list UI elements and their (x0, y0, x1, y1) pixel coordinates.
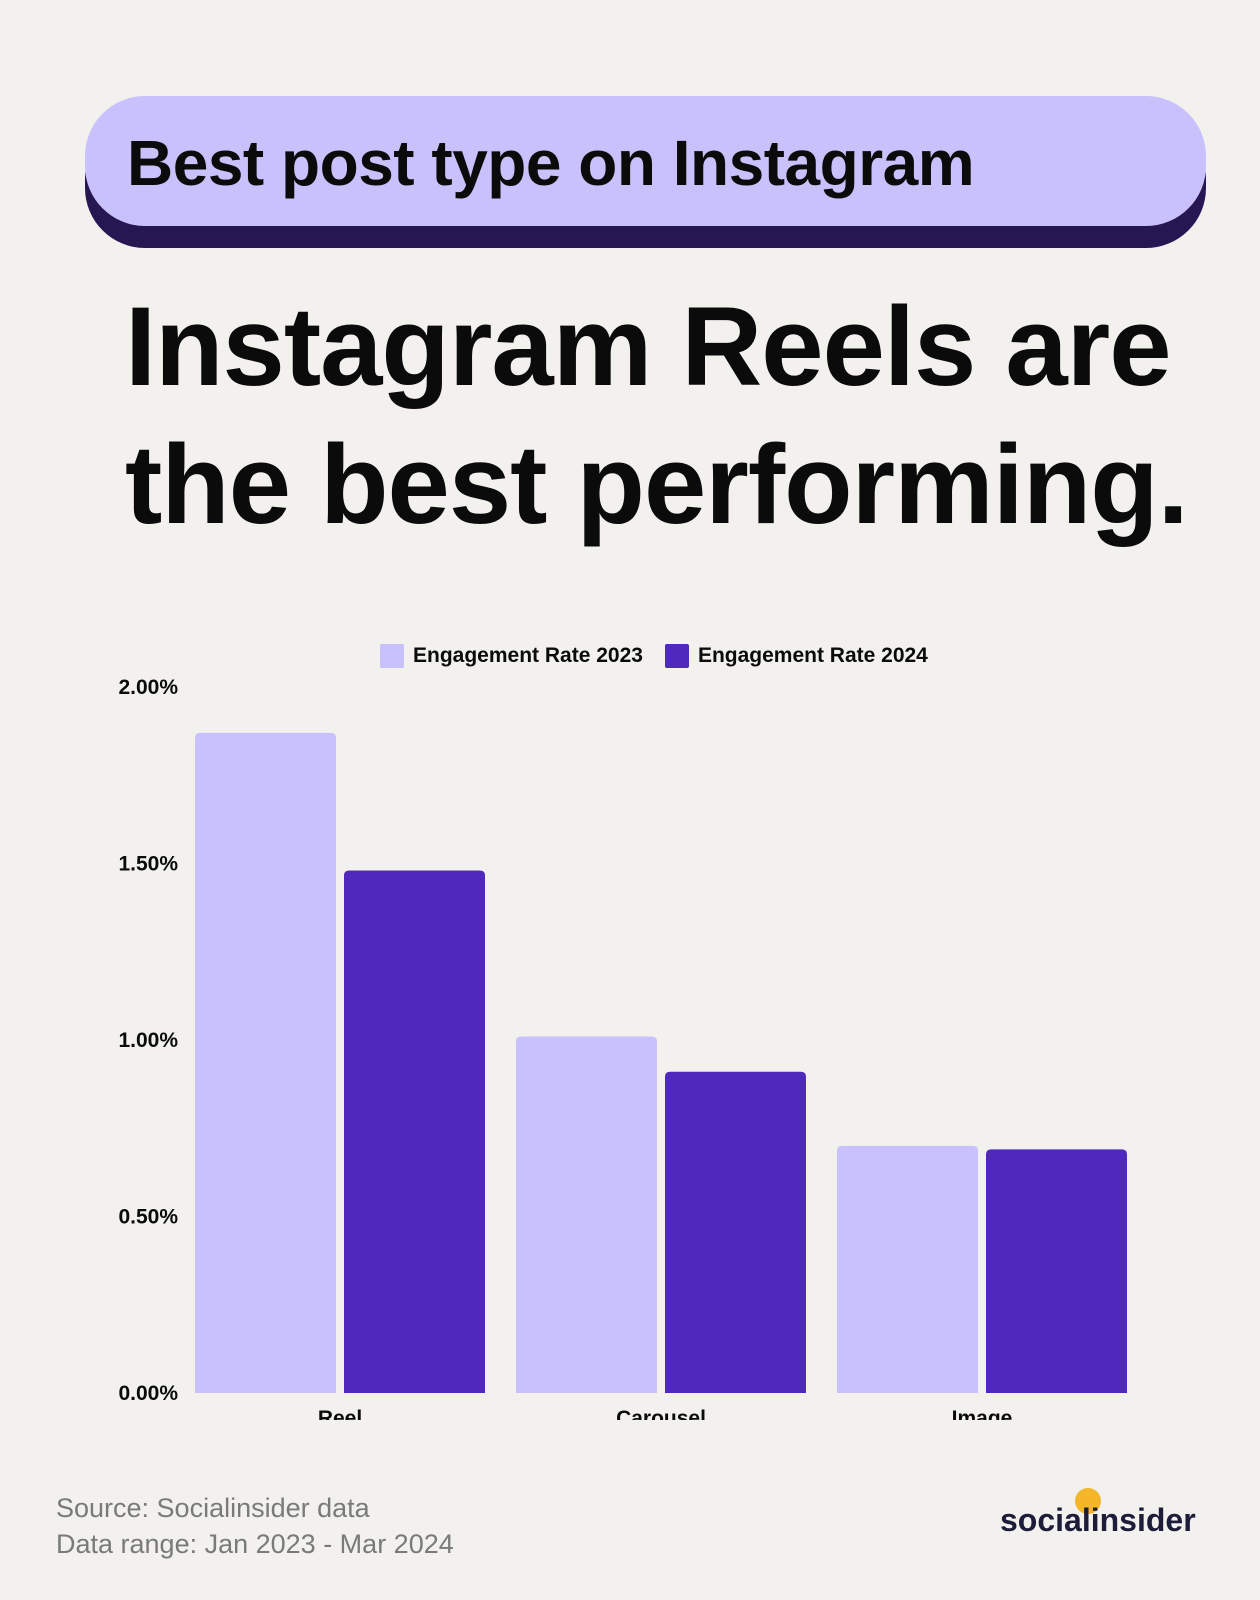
legend-label-2023: Engagement Rate 2023 (413, 644, 643, 667)
source-line: Source: Socialinsider data (56, 1493, 370, 1523)
chart-legend: Engagement Rate 2023 Engagement Rate 202… (380, 644, 950, 668)
legend-swatch-2023 (380, 644, 404, 668)
brand-logo: socialinsider (1000, 1488, 1196, 1539)
x-tick-label: Image (952, 1407, 1013, 1420)
x-tick-label: Reel (318, 1407, 362, 1420)
legend-swatch-2024 (664, 644, 689, 668)
x-tick-label: Carousel (616, 1407, 706, 1420)
header-pill-label: Best post type on Instagram (127, 127, 975, 199)
bar-reel-2024 (344, 870, 485, 1393)
source-note: Source: Socialinsider data Data range: J… (56, 1490, 454, 1562)
y-tick-label: 0.50% (118, 1206, 178, 1229)
y-tick-label: 0.00% (118, 1382, 178, 1405)
headline: Instagram Reels are the best performing. (125, 278, 1235, 554)
bar-image-2023 (837, 1145, 978, 1393)
headline-line-2: the best performing. (125, 422, 1189, 547)
y-tick-label: 1.50% (118, 853, 178, 876)
bar-reel-2023 (195, 732, 336, 1393)
header-pill: Best post type on Instagram (85, 96, 1206, 248)
legend-item-2023: Engagement Rate 2023 (380, 644, 643, 668)
y-tick-label: 2.00% (118, 676, 178, 699)
y-tick-label: 1.00% (118, 1029, 178, 1052)
brand-logo-text: socialinsider (1000, 1502, 1196, 1538)
bar-carousel-2023 (516, 1036, 657, 1393)
bar-image-2024 (986, 1149, 1127, 1393)
bar-chart: 2.00% 1.50% 1.00% 0.50% 0.00% Reel Carousel Ima… (118, 676, 1127, 1420)
legend-item-2024: Engagement Rate 2024 (664, 644, 928, 668)
bar-carousel-2024 (665, 1071, 806, 1393)
legend-label-2024: Engagement Rate 2024 (697, 644, 928, 667)
header-pill-body: Best post type on Instagram (85, 96, 1206, 226)
data-range-line: Data range: Jan 2023 - Mar 2024 (56, 1529, 454, 1559)
headline-line-1: Instagram Reels are (125, 284, 1172, 409)
brand-logo-dot-icon (1075, 1488, 1101, 1514)
